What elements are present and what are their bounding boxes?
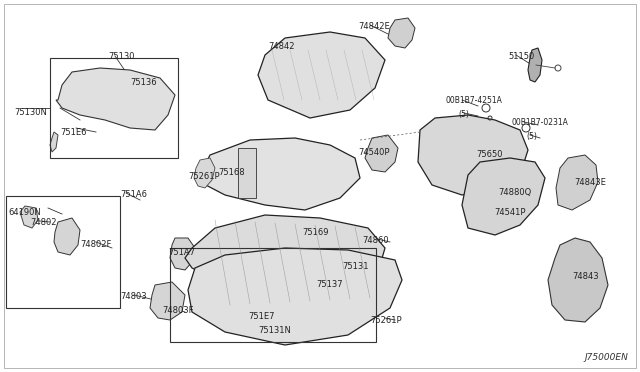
Text: 751E6: 751E6 [60,128,86,137]
Text: 74802F: 74802F [80,240,111,249]
Text: 74843: 74843 [572,272,598,281]
Text: 64190N: 64190N [8,208,41,217]
Text: 74803F: 74803F [162,306,193,315]
Text: 75131: 75131 [342,262,369,271]
Polygon shape [188,248,402,345]
Polygon shape [150,282,185,320]
Text: 00B1B7-4251A: 00B1B7-4251A [446,96,503,105]
Text: 74843E: 74843E [574,178,606,187]
Polygon shape [418,115,528,195]
Text: 74842: 74842 [268,42,294,51]
Text: (5): (5) [526,132,537,141]
Text: 74802: 74802 [30,218,56,227]
Text: 751A7: 751A7 [168,248,195,257]
Text: 74803: 74803 [120,292,147,301]
Text: 51150: 51150 [508,52,534,61]
Text: 751A6: 751A6 [120,190,147,199]
Polygon shape [365,135,398,172]
Polygon shape [556,155,598,210]
Polygon shape [388,18,415,48]
Polygon shape [50,132,58,152]
Text: 75261P: 75261P [370,316,402,325]
Text: 75136: 75136 [130,78,157,87]
Bar [6,196,120,308]
Text: 751E7: 751E7 [248,312,275,321]
Polygon shape [528,48,542,82]
Polygon shape [20,206,38,228]
Polygon shape [462,158,545,235]
Text: (5): (5) [458,110,469,119]
Text: 74842E: 74842E [358,22,390,31]
Text: 75168: 75168 [218,168,244,177]
Text: 75137: 75137 [316,280,342,289]
Bar [50,58,178,158]
Text: J75000EN: J75000EN [584,353,628,362]
Text: 74541P: 74541P [494,208,525,217]
Bar [238,148,256,198]
Polygon shape [185,215,385,305]
Text: 75130: 75130 [108,52,134,61]
Text: 75130N: 75130N [14,108,47,117]
Text: 00B1B7-0231A: 00B1B7-0231A [512,118,569,127]
Text: 75650: 75650 [476,150,502,159]
Polygon shape [170,238,195,270]
Polygon shape [54,218,80,255]
Text: 74860: 74860 [362,236,388,245]
Text: 75169: 75169 [302,228,328,237]
Polygon shape [195,138,360,210]
Bar [170,248,376,342]
Text: 75131N: 75131N [258,326,291,335]
Text: 74880Q: 74880Q [498,188,531,197]
Text: 74540P: 74540P [358,148,390,157]
Polygon shape [56,68,175,130]
Text: 75261P: 75261P [188,172,220,181]
Polygon shape [194,158,215,188]
Polygon shape [548,238,608,322]
Polygon shape [258,32,385,118]
